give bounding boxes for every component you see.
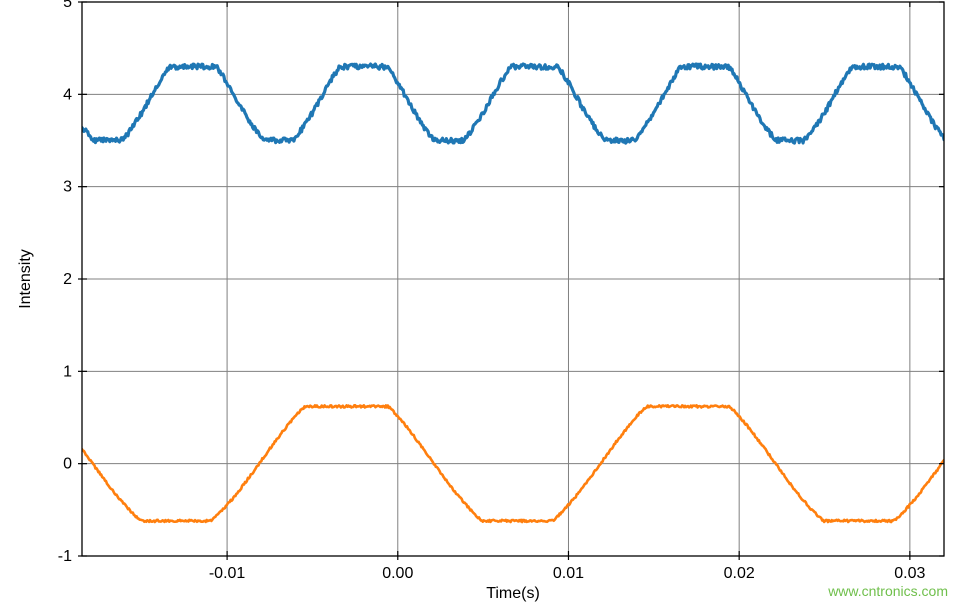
y-tick-label: 0 [63, 456, 72, 473]
y-tick-label: 4 [63, 86, 72, 103]
x-axis-label: Time(s) [486, 585, 540, 602]
x-tick-label: 0.01 [553, 565, 584, 582]
y-tick-label: -1 [58, 548, 72, 565]
y-axis-label: Intensity [17, 249, 34, 309]
intensity-time-chart: -0.01 0.00 0.01 0.02 0.03 Time(s) -1 0 1 2 3 4 5 Inte… [0, 0, 966, 605]
chart-container: -0.01 0.00 0.01 0.02 0.03 Time(s) -1 0 1 2 3 4 5 Inte… [0, 0, 966, 605]
y-tick-label: 3 [63, 179, 72, 196]
y-tick-label: 1 [63, 363, 72, 380]
x-tick-label: -0.01 [209, 565, 246, 582]
x-tick-label: 0.03 [894, 565, 925, 582]
x-tick-label: 0.02 [724, 565, 755, 582]
x-tick-label: 0.00 [382, 565, 413, 582]
y-tick-label: 5 [63, 0, 72, 11]
y-tick-label: 2 [63, 271, 72, 288]
